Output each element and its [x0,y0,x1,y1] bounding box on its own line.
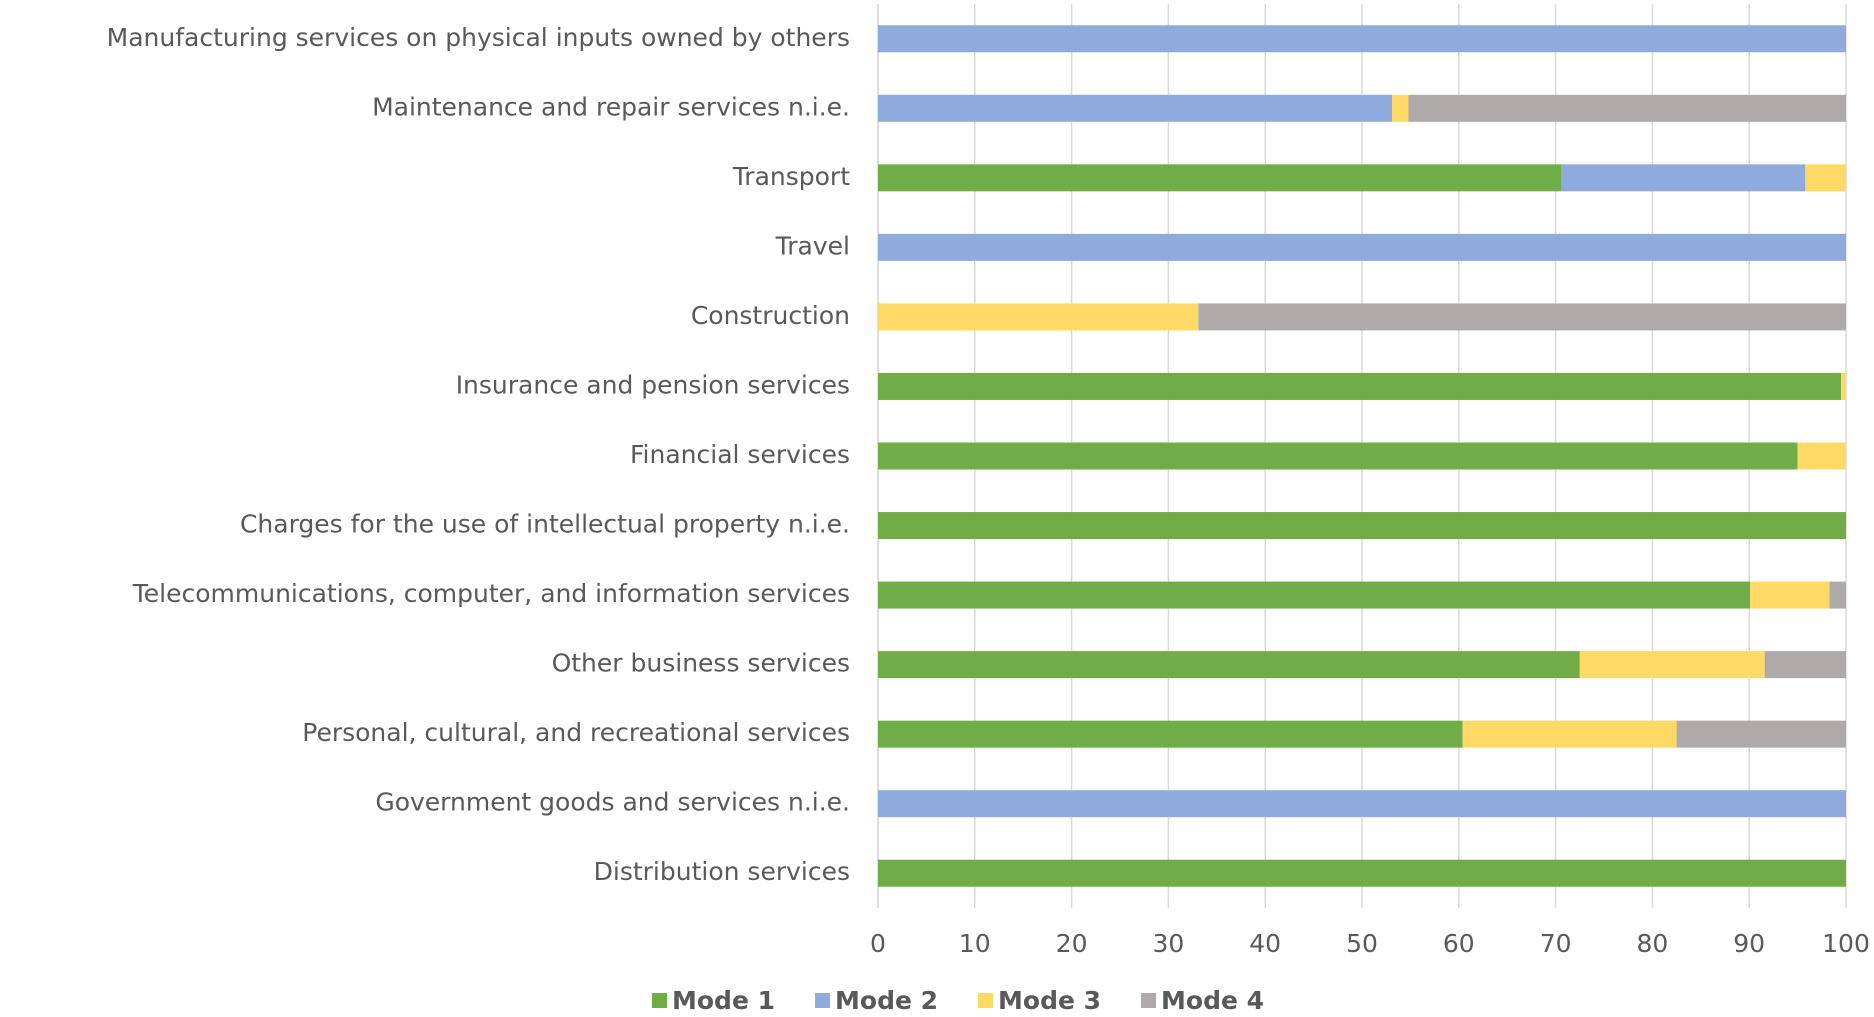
y-tick-label: Personal, cultural, and recreational ser… [302,718,850,747]
x-tick-label: 70 [1540,929,1572,958]
bar-segment [1198,303,1846,331]
y-tick-label: Distribution services [594,857,850,886]
bar-segment [1579,651,1765,679]
y-tick-label: Manufacturing services on physical input… [107,23,850,52]
bar-segment [878,790,1846,818]
bar-segment [878,859,1846,887]
bar-segment [878,164,1562,192]
bar-segment [878,442,1798,470]
y-tick-label: Other business services [552,649,850,678]
bar-segment [878,372,1842,400]
bar-segment [1805,164,1846,192]
bar-segment [878,512,1846,540]
y-tick-label: Telecommunications, computer, and inform… [132,579,850,608]
x-tick-label: 10 [959,929,991,958]
legend-swatch [1141,993,1157,1008]
y-tick-label: Transport [732,162,851,191]
legend-text: Mode 3 [998,986,1101,1015]
legend-swatch [815,993,831,1008]
bar-segment [1829,581,1846,609]
x-tick-label: 20 [1056,929,1088,958]
y-tick-label: Charges for the use of intellectual prop… [240,510,850,539]
bar-segment [1408,94,1846,122]
bar-segment [878,25,1846,53]
bar-segment [878,303,1199,331]
bar-segment [1392,94,1409,122]
y-tick-label: Travel [775,231,850,260]
bar-segment [1561,164,1806,192]
y-tick-label: Maintenance and repair services n.i.e. [372,92,850,121]
x-tick-label: 80 [1636,929,1668,958]
y-tick-label: Government goods and services n.i.e. [375,788,850,817]
x-tick-label: 40 [1249,929,1281,958]
y-tick-label: Construction [691,301,850,330]
x-tick-label: 100 [1822,929,1870,958]
legend-swatch [652,993,667,1008]
y-tick-label: Insurance and pension services [456,370,850,399]
bar-segment [1462,720,1677,748]
legend-text: Mode 2 [835,986,938,1015]
bar-segment [878,94,1393,122]
x-tick-label: 60 [1443,929,1475,958]
bar-segment [1841,372,1846,400]
y-tick-label: Financial services [630,440,850,469]
bar-segment [1764,651,1846,679]
x-tick-label: 50 [1346,929,1378,958]
bar-segment [1676,720,1846,748]
bar-segment [878,233,1846,261]
x-tick-label: 0 [870,929,886,958]
bar-segment [878,581,1751,609]
bar-segment [1797,442,1846,470]
legend-text: Mode 4 [1161,986,1264,1015]
bar-segment [1750,581,1830,609]
bar-segment [878,720,1463,748]
legend-swatch [978,993,994,1008]
x-tick-label: 30 [1152,929,1184,958]
x-tick-label: 90 [1733,929,1765,958]
legend-text: Mode 1 [672,986,775,1015]
bar-segment [878,651,1580,679]
